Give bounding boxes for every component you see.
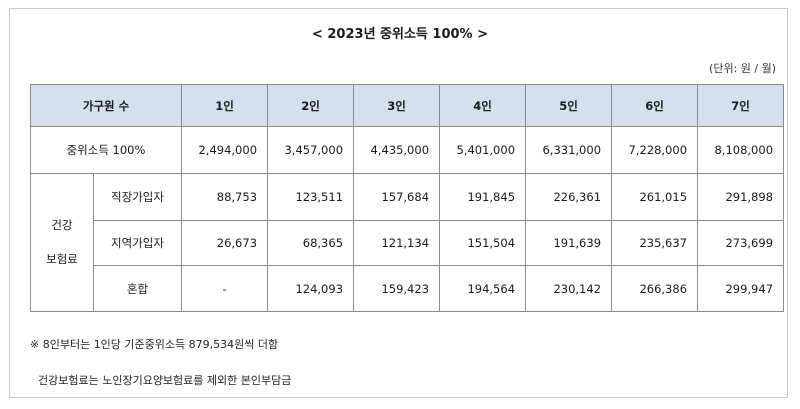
- table-cell: 194,564: [439, 265, 527, 312]
- table-cell: 226,361: [525, 172, 613, 221]
- header-col: 3인: [353, 84, 441, 127]
- table-cell: 88,753: [181, 172, 269, 221]
- group-label-health-insurance: 건강 보험료: [30, 172, 94, 312]
- table-cell: 235,637: [611, 219, 699, 267]
- table-cell: 299,947: [697, 265, 785, 312]
- table-cell: 273,699: [697, 219, 785, 267]
- row-label: 중위소득 100%: [29, 126, 183, 174]
- table-row: 건강 보험료 직장가입자 88,753 123,511 157,684 191,…: [30, 172, 785, 312]
- footnote-health-insurance: 건강보험료는 노인장기요양보험료를 제외한 본인부담금: [38, 374, 292, 387]
- page-title: < 2023년 중위소득 100% >: [311, 27, 489, 42]
- unit-label: (단위: 원 / 월): [709, 62, 776, 75]
- table-cell: 151,504: [439, 219, 527, 267]
- header-col: 7인: [697, 84, 785, 127]
- table-cell: 157,684: [353, 172, 441, 221]
- table-row: 지역가입자 26,673 68,365 121,134 151,504 191,…: [31, 219, 785, 267]
- table-cell: 266,386: [611, 265, 699, 312]
- table-cell: 6,331,000: [525, 126, 613, 174]
- table-cell: 123,511: [267, 172, 355, 221]
- table-row: 혼합 - 124,093 159,423 194,564 230,142 266…: [31, 265, 785, 312]
- table-cell: 230,142: [525, 265, 613, 312]
- median-income-table: 가구원 수 1인 2인 3인 4인 5인 6인 7인 중위소득 100% 2,4…: [29, 84, 785, 312]
- header-col: 6인: [611, 84, 699, 127]
- table-cell: 68,365: [267, 219, 355, 267]
- header-row: 가구원 수 1인 2인 3인 4인 5인 6인 7인: [29, 84, 785, 127]
- table-cell: 261,015: [611, 172, 699, 221]
- table-cell: 159,423: [353, 265, 441, 312]
- footnote-additional-member: ※ 8인부터는 1인당 기준중위소득 879,534원씩 더함: [30, 338, 279, 351]
- table-cell: 3,457,000: [267, 126, 355, 174]
- table-cell: 5,401,000: [439, 126, 527, 174]
- group-label-line: 보험료: [46, 252, 78, 267]
- table-cell: 7,228,000: [611, 126, 699, 174]
- table-cell: 124,093: [267, 265, 355, 312]
- content-frame: [9, 8, 788, 398]
- table-cell: 191,845: [439, 172, 527, 221]
- table-cell: 26,673: [181, 219, 269, 267]
- row-label: 직장가입자: [92, 172, 183, 221]
- median-income-row: 중위소득 100% 2,494,000 3,457,000 4,435,000 …: [29, 126, 785, 174]
- table-cell: 191,639: [525, 219, 613, 267]
- header-col: 2인: [267, 84, 355, 127]
- row-label: 지역가입자: [92, 219, 183, 267]
- header-col: 1인: [181, 84, 269, 127]
- table-cell: -: [181, 265, 269, 312]
- table-cell: 4,435,000: [353, 126, 441, 174]
- row-label: 혼합: [92, 265, 183, 312]
- header-col: 4인: [439, 84, 527, 127]
- table-cell: 8,108,000: [697, 126, 785, 174]
- table-cell: 121,134: [353, 219, 441, 267]
- table-cell: 2,494,000: [181, 126, 269, 174]
- header-household-size: 가구원 수: [29, 84, 183, 127]
- group-label-line: 건강: [51, 218, 73, 233]
- header-col: 5인: [525, 84, 613, 127]
- table-cell: 291,898: [697, 172, 785, 221]
